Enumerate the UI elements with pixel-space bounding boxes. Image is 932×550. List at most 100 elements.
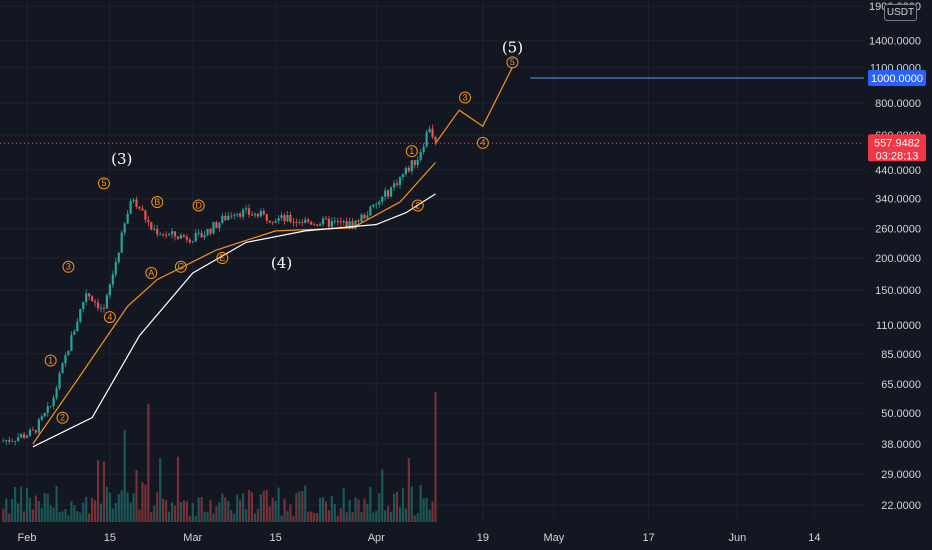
volume-bar <box>102 461 106 522</box>
wave-label-minor: 1 <box>405 145 418 158</box>
time-tick-label: Jun <box>729 532 747 544</box>
svg-text:5: 5 <box>101 178 106 188</box>
volume-bar <box>197 497 200 522</box>
candle <box>5 439 8 446</box>
price-tick-label: 50.0000 <box>881 408 921 420</box>
candle <box>147 215 150 227</box>
candle <box>239 211 242 219</box>
wave-projection-line[interactable] <box>435 67 513 144</box>
candle <box>327 216 331 230</box>
volume-bar <box>416 513 419 522</box>
svg-text:E: E <box>219 253 225 263</box>
svg-text:03:28:13: 03:28:13 <box>876 150 919 162</box>
wave-label-minor: 4 <box>476 136 489 149</box>
ma-short-line[interactable] <box>32 162 436 445</box>
candle <box>271 221 274 226</box>
candles <box>2 124 437 446</box>
svg-text:D: D <box>195 200 202 210</box>
volume-bar <box>209 500 212 522</box>
volume-bar <box>336 515 339 522</box>
time-tick-label: Apr <box>368 532 385 544</box>
volume-bar <box>85 496 88 522</box>
volume-bar <box>280 515 283 522</box>
candle <box>215 220 218 229</box>
candle <box>58 370 61 391</box>
volume-bar <box>274 501 277 522</box>
volume-bar <box>428 509 431 522</box>
price-tick-label: 29.0000 <box>881 469 921 481</box>
volume-bar <box>162 498 165 522</box>
ma-long-line[interactable] <box>32 193 436 448</box>
candle <box>182 233 185 238</box>
volume-bar <box>76 511 79 522</box>
volume-bar <box>363 498 366 522</box>
candle <box>416 155 419 169</box>
volume-bar <box>401 488 405 522</box>
candle <box>268 220 271 224</box>
candle <box>34 429 37 435</box>
volume-bar <box>378 493 381 522</box>
candle <box>197 229 200 237</box>
volume-bar <box>105 486 109 522</box>
candle <box>360 213 363 223</box>
candle <box>179 232 183 239</box>
currency-badge[interactable]: USDT <box>884 4 917 21</box>
candle <box>67 350 70 356</box>
volume-bar <box>410 486 413 522</box>
volume-bar <box>34 495 37 522</box>
candle <box>209 227 212 236</box>
price-tick-label: 85.0000 <box>881 349 921 361</box>
wave-label-minor: 3 <box>62 260 75 273</box>
price-tick-label: 800.0000 <box>875 98 921 110</box>
svg-text:4: 4 <box>107 312 112 322</box>
volume-bar <box>327 510 331 522</box>
candle <box>265 213 268 224</box>
candle <box>315 224 319 227</box>
candle <box>49 405 52 408</box>
volume-bar <box>138 509 141 522</box>
volume-bar <box>200 497 203 522</box>
volume-bar <box>67 515 70 522</box>
time-tick-label: May <box>543 532 564 544</box>
candle <box>256 213 259 219</box>
candle <box>150 221 153 231</box>
svg-text:557.9482: 557.9482 <box>874 137 920 149</box>
candle <box>286 211 289 223</box>
candle <box>310 220 313 226</box>
volume-bar <box>173 505 177 522</box>
candle <box>111 270 114 288</box>
volume-bar <box>11 499 14 522</box>
volume-bar <box>230 509 233 522</box>
wave-label-minor: 4 <box>103 311 116 324</box>
volume-bar <box>61 511 64 522</box>
candle <box>253 212 257 219</box>
volume-bar <box>227 501 230 522</box>
target-price-badge: 1000.0000 <box>868 70 926 86</box>
candle <box>120 230 123 253</box>
volume-bar <box>315 513 319 522</box>
wave-label-minor: A <box>145 266 158 279</box>
candle <box>156 224 159 238</box>
candle <box>407 165 410 173</box>
candle <box>342 219 345 226</box>
candle <box>244 204 248 214</box>
volume-bar <box>422 498 425 522</box>
volume-bar <box>170 502 174 522</box>
candle <box>324 215 328 221</box>
volume-bar <box>120 490 123 522</box>
volume-bar <box>179 502 183 522</box>
candle <box>241 207 245 220</box>
candle <box>82 301 85 313</box>
candle <box>170 228 174 239</box>
candle <box>173 231 177 241</box>
time-tick-label: 19 <box>477 532 489 544</box>
candle <box>22 431 26 440</box>
candle <box>313 222 316 226</box>
volume-bar <box>339 508 342 522</box>
volume-bar <box>150 511 153 522</box>
time-axis[interactable]: Feb 15 Mar 15 Apr 19 May 17 Jun 14 <box>18 532 821 544</box>
volume-bar <box>236 494 239 522</box>
